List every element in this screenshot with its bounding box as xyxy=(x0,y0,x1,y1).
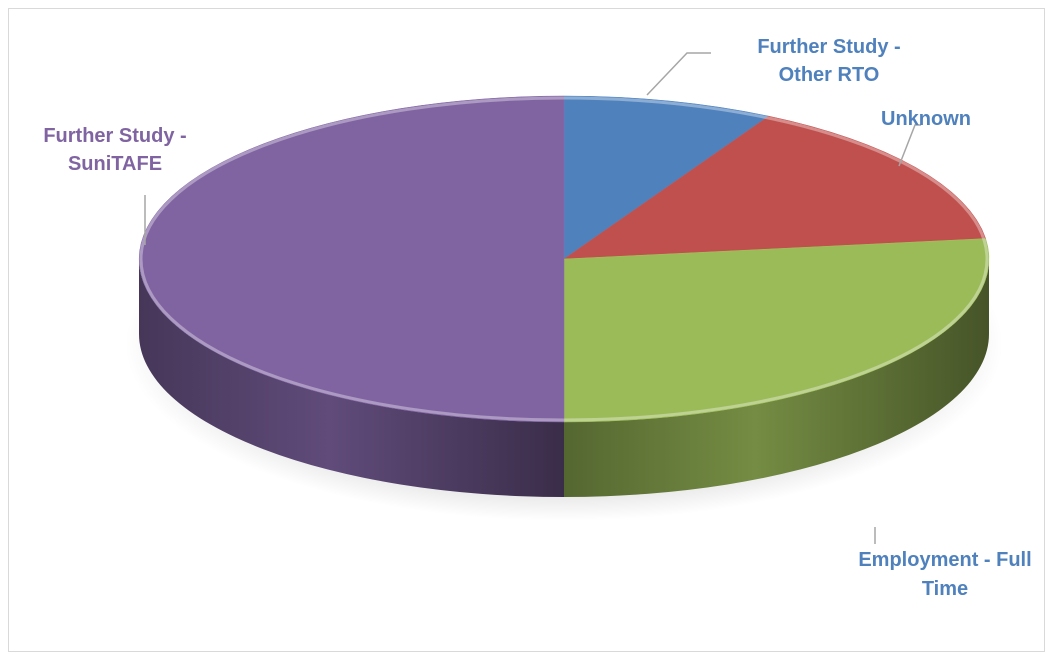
data-label-3-line-1: SuniTAFE xyxy=(68,153,162,175)
leader-line-0 xyxy=(646,52,711,96)
data-label-0-line-0: Further Study - xyxy=(757,36,900,58)
data-label-2-line-0: Employment - Full xyxy=(858,549,1031,571)
leader-line-1 xyxy=(898,124,921,167)
pie-slice-1 xyxy=(563,115,986,260)
data-label-1-line-0: Unknown xyxy=(881,108,971,130)
data-label-2-line-1: Time xyxy=(922,578,968,600)
data-label-3-line-0: Further Study - xyxy=(43,125,186,147)
pie-side-2 xyxy=(564,259,989,497)
pie-slice-3 xyxy=(138,95,565,423)
pie-side-3 xyxy=(139,259,564,497)
chart-area: Further Study - Other RTO Unknown Employmen… xyxy=(8,8,1045,652)
pie-slice-2 xyxy=(563,238,990,423)
pie-slice-0 xyxy=(563,95,770,260)
pie-rim-highlight xyxy=(139,96,989,422)
data-label-0-line-1: Other RTO xyxy=(779,64,880,86)
